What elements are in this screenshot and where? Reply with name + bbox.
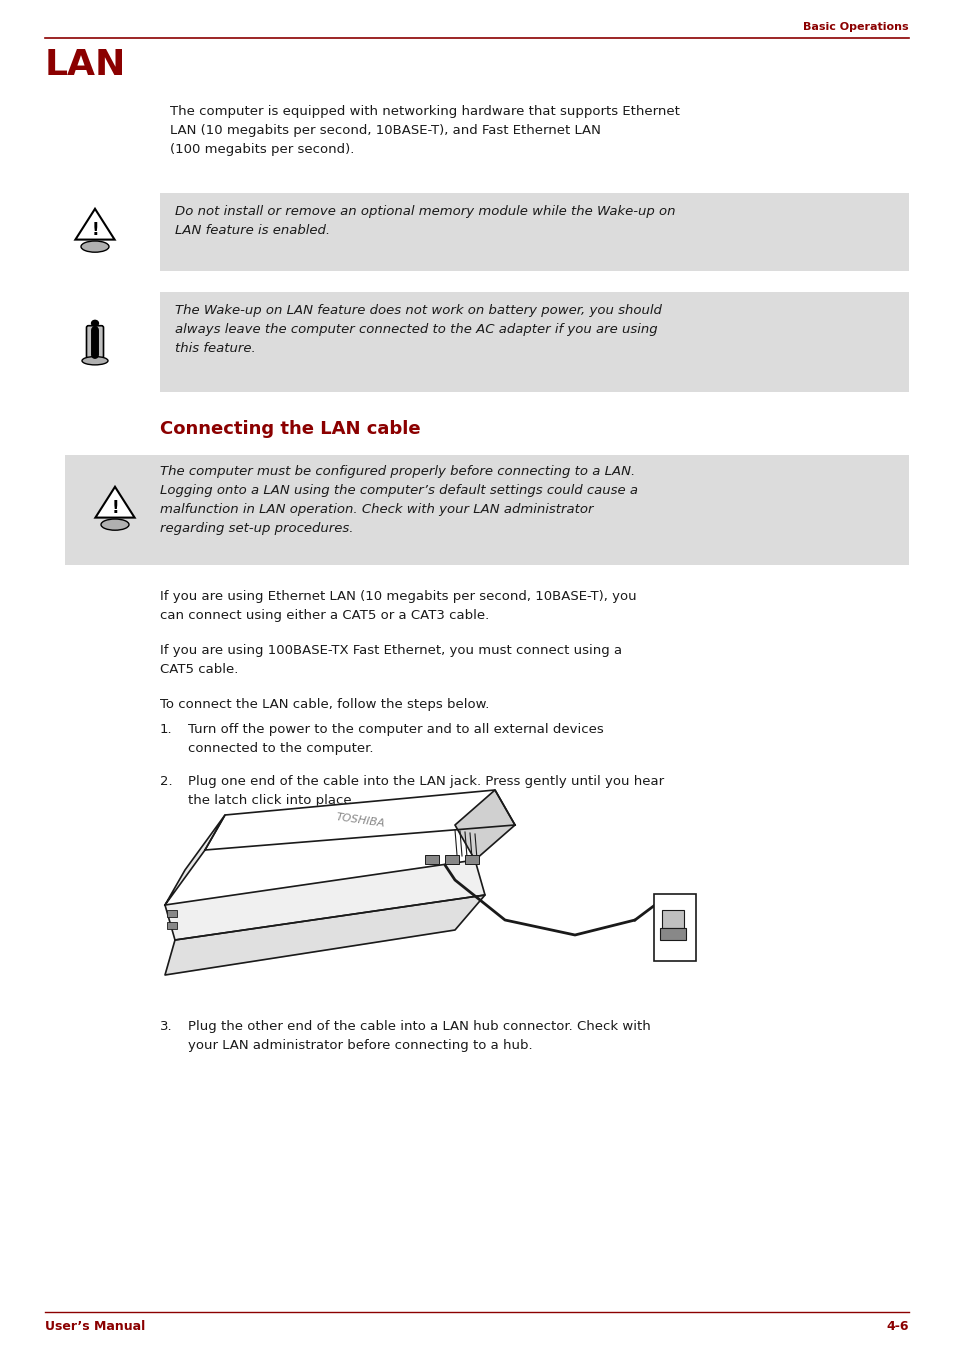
Text: Basic Operations: Basic Operations [802,22,908,32]
FancyBboxPatch shape [65,455,908,565]
Polygon shape [165,861,484,940]
Text: 2.: 2. [160,775,172,788]
Text: Turn off the power to the computer and to all external devices
connected to the : Turn off the power to the computer and t… [188,723,603,755]
FancyBboxPatch shape [661,911,683,928]
Text: !: ! [91,220,99,239]
Text: 3.: 3. [160,1020,172,1034]
Text: The Wake-up on LAN feature does not work on battery power, you should
always lea: The Wake-up on LAN feature does not work… [174,304,661,355]
Polygon shape [165,815,225,905]
Polygon shape [75,209,114,239]
FancyBboxPatch shape [160,193,908,272]
Text: The computer is equipped with networking hardware that supports Ethernet
LAN (10: The computer is equipped with networking… [170,105,679,155]
Ellipse shape [81,240,109,253]
Polygon shape [455,790,515,861]
Text: 1.: 1. [160,723,172,736]
Text: TOSHIBA: TOSHIBA [335,812,385,828]
Text: If you are using Ethernet LAN (10 megabits per second, 10BASE-T), you
can connec: If you are using Ethernet LAN (10 megabi… [160,590,636,621]
Polygon shape [205,790,515,850]
Text: 4-6: 4-6 [885,1320,908,1333]
FancyBboxPatch shape [654,894,696,961]
Text: The computer must be configured properly before connecting to a LAN.
Logging ont: The computer must be configured properly… [160,465,638,535]
Ellipse shape [91,320,99,327]
FancyBboxPatch shape [444,855,458,865]
Text: Connecting the LAN cable: Connecting the LAN cable [160,420,420,438]
FancyBboxPatch shape [464,855,478,865]
FancyBboxPatch shape [87,326,103,358]
Text: User’s Manual: User’s Manual [45,1320,145,1333]
Text: LAN: LAN [45,49,126,82]
Ellipse shape [82,357,108,365]
FancyBboxPatch shape [167,911,177,917]
Text: Do not install or remove an optional memory module while the Wake-up on
LAN feat: Do not install or remove an optional mem… [174,205,675,236]
Polygon shape [165,894,484,975]
Text: If you are using 100BASE-TX Fast Ethernet, you must connect using a
CAT5 cable.: If you are using 100BASE-TX Fast Etherne… [160,644,621,676]
Text: Plug one end of the cable into the LAN jack. Press gently until you hear
the lat: Plug one end of the cable into the LAN j… [188,775,663,807]
Polygon shape [95,486,134,517]
FancyBboxPatch shape [160,292,908,392]
Text: !: ! [112,499,119,517]
FancyBboxPatch shape [167,921,177,929]
Text: To connect the LAN cable, follow the steps below.: To connect the LAN cable, follow the ste… [160,698,489,711]
FancyBboxPatch shape [659,928,685,940]
FancyBboxPatch shape [424,855,438,865]
Ellipse shape [101,519,129,530]
Text: Plug the other end of the cable into a LAN hub connector. Check with
your LAN ad: Plug the other end of the cable into a L… [188,1020,650,1052]
